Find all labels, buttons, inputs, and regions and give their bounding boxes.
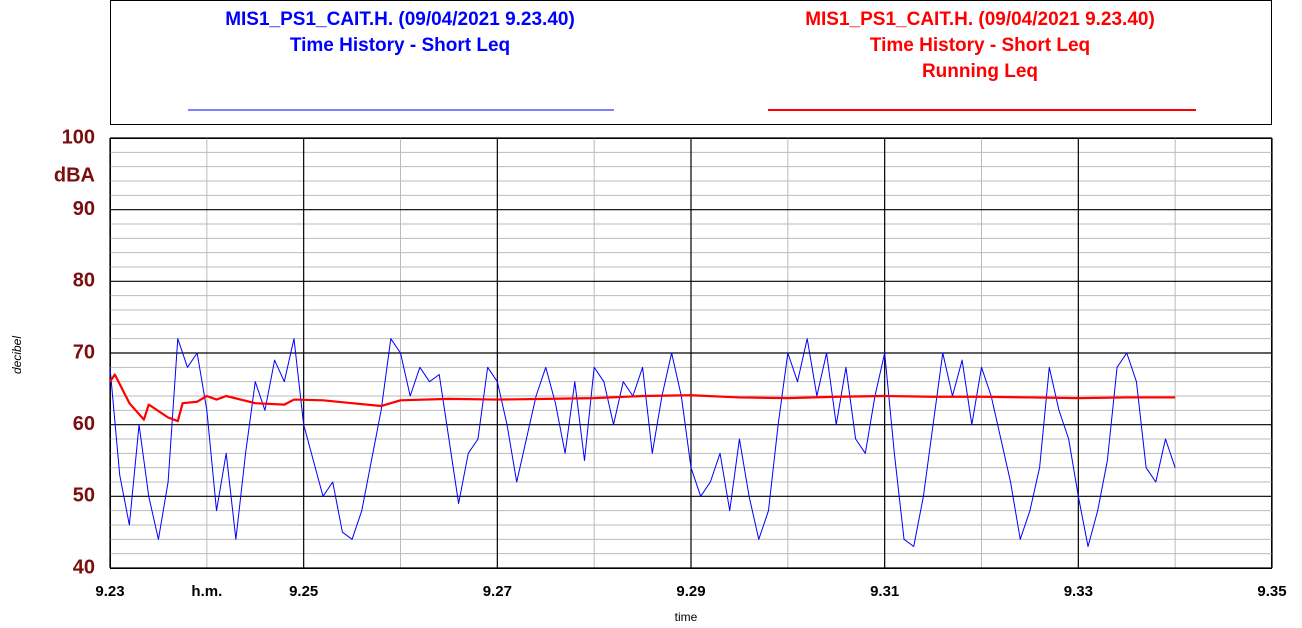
y-axis-label: decibel	[10, 336, 24, 374]
x-tick-label: 9.25	[289, 583, 318, 600]
x-tick-label: 9.35	[1257, 583, 1286, 600]
line-series	[109, 338, 1176, 547]
legend-name: MIS1_PS1_CAIT.H. (09/04/2021 9.23.40)	[225, 9, 575, 30]
x-tick-label: 9.23	[95, 583, 124, 600]
y-tick-label: 80	[73, 270, 95, 292]
x-tick-label: 9.29	[676, 583, 705, 600]
legend-box	[110, 0, 1272, 125]
legend-name: MIS1_PS1_CAIT.H. (09/04/2021 9.23.40)	[805, 9, 1155, 30]
y-tick-label: 100	[62, 126, 95, 148]
y-tick-label: 50	[73, 485, 95, 507]
x-axis-label: time	[675, 610, 698, 624]
x-tick-label: 9.27	[483, 583, 512, 600]
legend-description: Time History - Short Leq	[870, 35, 1090, 56]
x-tick-label: 9.33	[1064, 583, 1093, 600]
legend-description: Running Leq	[922, 61, 1038, 82]
x-tick-label: 9.31	[870, 583, 899, 600]
line-series	[109, 373, 1176, 423]
legend-description: Time History - Short Leq	[290, 35, 510, 56]
x-unit: h.m.	[191, 583, 222, 600]
y-unit: dBA	[54, 164, 95, 186]
y-tick-label: 90	[73, 198, 95, 220]
y-tick-label: 40	[73, 556, 95, 578]
y-tick-label: 70	[73, 341, 95, 363]
y-tick-label: 60	[73, 413, 95, 435]
